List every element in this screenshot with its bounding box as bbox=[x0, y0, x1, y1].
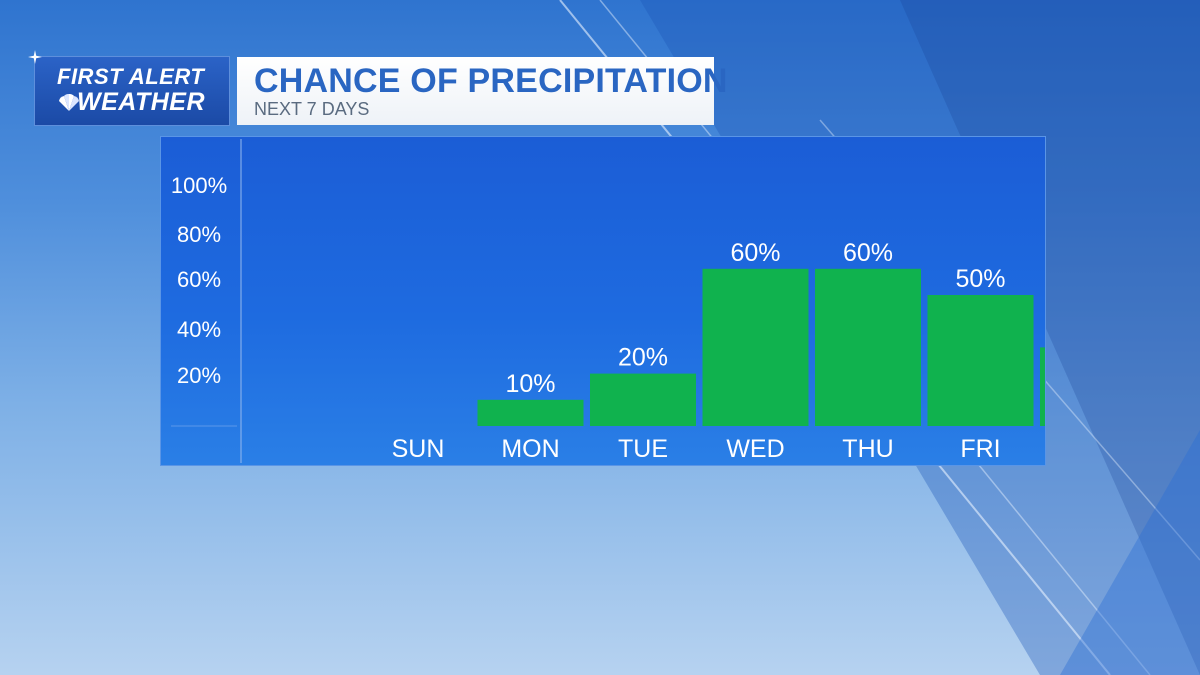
value-label-fri: 50% bbox=[955, 265, 1005, 293]
sparkle-icon bbox=[28, 50, 42, 64]
bar-thu bbox=[815, 268, 921, 426]
page-title: CHANCE OF PRECIPITATION bbox=[254, 62, 728, 100]
category-label-sun: SUN bbox=[392, 435, 445, 463]
bar-fri bbox=[927, 295, 1034, 426]
category-label-wed: WED bbox=[726, 435, 784, 463]
chart-canvas: 20% 40% 60% 80% 100% SUN 10% MON 20% TUE 60% WED 60%… bbox=[171, 139, 1045, 463]
category-label-tue: TUE bbox=[618, 435, 668, 463]
value-label-wed: 60% bbox=[730, 239, 780, 267]
y-tick-label: 100% bbox=[171, 173, 227, 198]
value-label-tue: 20% bbox=[618, 344, 668, 372]
bar-tue bbox=[590, 373, 696, 426]
y-tick-label: 60% bbox=[177, 267, 221, 292]
first-alert-weather-logo: FIRST ALERT WEATHER bbox=[34, 56, 230, 126]
bar-wed bbox=[702, 268, 809, 426]
page-subtitle: NEXT 7 DAYS bbox=[254, 99, 370, 119]
y-tick-label: 40% bbox=[177, 317, 221, 342]
category-label-thu: THU bbox=[842, 435, 893, 463]
y-tick-label: 20% bbox=[177, 363, 221, 388]
title-banner: CHANCE OF PRECIPITATION NEXT 7 DAYS bbox=[237, 57, 727, 125]
value-label-mon: 10% bbox=[505, 370, 555, 398]
category-label-fri: FRI bbox=[960, 435, 1000, 463]
logo-line-first-alert: FIRST ALERT bbox=[57, 64, 205, 89]
peacock-icon bbox=[59, 93, 79, 111]
precipitation-chart: 20% 40% 60% 80% 100% SUN 10% MON 20% TUE 60% WED 60%… bbox=[160, 136, 1046, 466]
logo-line-weather: WEATHER bbox=[77, 88, 206, 116]
category-label-mon: MON bbox=[501, 435, 559, 463]
value-label-thu: 60% bbox=[843, 239, 893, 267]
bar-sat bbox=[1040, 347, 1045, 426]
bar-mon bbox=[477, 399, 584, 426]
y-tick-label: 80% bbox=[177, 222, 221, 247]
